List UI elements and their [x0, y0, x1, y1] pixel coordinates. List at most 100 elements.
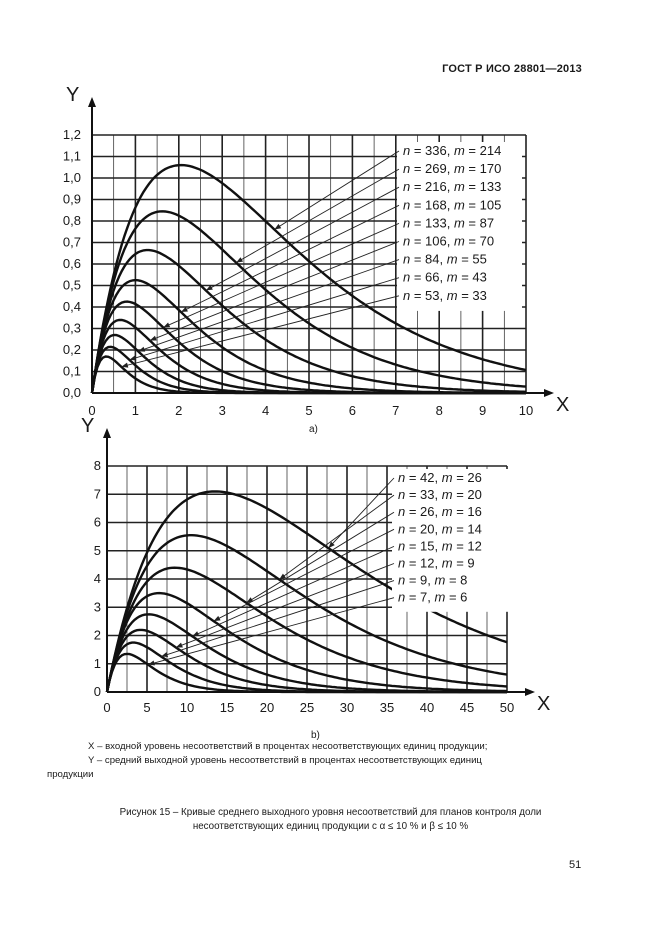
x-tick-label: 5: [143, 700, 150, 715]
leader-arrowhead: [129, 355, 137, 361]
leader-line: [192, 545, 395, 637]
series-label: n = 84, m = 55: [403, 252, 487, 267]
legend-backdrop: [397, 142, 522, 311]
series-label: n = 66, m = 43: [403, 270, 487, 285]
y-tick-label: 6: [94, 515, 101, 530]
figure-caption-line-2: несоответствующих единиц продукции с α ≤…: [192, 821, 469, 832]
leader-arrowhead: [205, 285, 213, 291]
leader-line: [180, 204, 400, 313]
x-tick-label: 35: [380, 700, 394, 715]
leader-line: [205, 186, 400, 291]
figure-caption: Рисунок 15 – Кривые среднего выходного у…: [40, 806, 621, 834]
y-tick-label: 0,3: [63, 321, 81, 336]
series-line: [105, 591, 508, 693]
x-tick-label: 30: [340, 700, 354, 715]
series-label: n = 20, m = 14: [398, 521, 482, 536]
x-tick-label: 5: [305, 403, 312, 418]
leader-line: [121, 295, 400, 368]
y-tick-label: 1,0: [63, 170, 81, 185]
leader-line: [147, 597, 395, 666]
y-axis-title: Y: [66, 84, 79, 106]
leader-arrowhead: [236, 257, 244, 263]
leader-arrowhead: [274, 223, 282, 230]
y-tick-label: 0,7: [63, 235, 81, 250]
y-axis-arrow: [88, 97, 96, 107]
series-line: [90, 210, 527, 394]
y-axis-title: Y: [81, 415, 94, 437]
leader-line: [138, 259, 400, 352]
x-tick-label: 0: [88, 403, 95, 418]
leader-arrowhead: [175, 642, 183, 648]
y-tick-label: 2: [94, 628, 101, 643]
x-tick-label: 45: [460, 700, 474, 715]
y-tick-label: 1,2: [63, 127, 81, 142]
x-tick-label: 8: [436, 403, 443, 418]
x-axis-arrow: [525, 688, 535, 696]
x-tick-label: 10: [519, 403, 533, 418]
series-label: n = 133, m = 87: [403, 215, 494, 230]
y-tick-label: 0,9: [63, 192, 81, 207]
x-tick-label: 4: [262, 403, 269, 418]
x-tick-label: 9: [479, 403, 486, 418]
leader-arrowhead: [149, 335, 157, 341]
figure-caption-line-1: Рисунок 15 – Кривые среднего выходного у…: [119, 807, 542, 818]
x-tick-label: 50: [500, 700, 514, 715]
note-x-axis: X – входной уровень несоответствий в про…: [88, 741, 488, 752]
series-label: n = 53, m = 33: [403, 288, 487, 303]
x-tick-label: 10: [180, 700, 194, 715]
series-curves-a: [90, 163, 527, 395]
x-tick-label: 40: [420, 700, 434, 715]
y-tick-label: 0,8: [63, 213, 81, 228]
y-tick-label: 3: [94, 599, 101, 614]
y-tick-label: 7: [94, 486, 101, 501]
series-line: [90, 248, 527, 394]
leader-line: [274, 150, 400, 230]
leader-arrowhead: [161, 652, 169, 657]
leader-line: [328, 477, 395, 549]
x-tick-label: 15: [220, 700, 234, 715]
x-tick-label: 0: [103, 700, 110, 715]
subfigure-label-b: b): [311, 730, 320, 741]
series-label: n = 216, m = 133: [403, 179, 501, 194]
leader-arrowhead: [180, 306, 188, 313]
legend-backdrop: [392, 469, 517, 612]
y-axis-arrow: [103, 428, 111, 438]
document-standard-header: ГОСТ Р ИСО 28801—2013: [442, 63, 582, 75]
series-label: n = 42, m = 26: [398, 470, 482, 485]
series-label: n = 12, m = 9: [398, 556, 475, 571]
x-tick-label: 2: [175, 403, 182, 418]
leader-arrowhead: [138, 346, 146, 352]
series-line: [90, 163, 527, 394]
legend-b: n = 42, m = 26 n = 33, m = 20 n = 26, m = …: [147, 470, 482, 666]
series-line: [105, 490, 508, 693]
leader-arrowhead: [213, 615, 221, 622]
leader-arrowhead: [279, 573, 286, 580]
series-label: n = 9, m = 8: [398, 573, 467, 588]
y-tick-label: 0,0: [63, 385, 81, 400]
x-tick-label: 20: [260, 700, 274, 715]
series-curves-b: [105, 490, 508, 694]
series-label: n = 26, m = 16: [398, 504, 482, 519]
x-axis-title: X: [537, 693, 550, 715]
series-label: n = 15, m = 12: [398, 538, 482, 553]
leader-line: [213, 528, 395, 622]
series-line: [105, 652, 507, 694]
chart-a: 0 1 2 3 4 5 6 7 8 9 10 0,0 0,1 0,2 0,3 0,4 0,5 0,6 0,7 0,8 0…: [63, 84, 569, 418]
series-label: n = 33, m = 20: [398, 487, 482, 502]
y-tick-label: 1,1: [63, 149, 81, 164]
y-tick-label: 0,1: [63, 364, 81, 379]
y-tick-label: 0: [94, 684, 101, 699]
leader-line: [129, 277, 400, 361]
leader-arrowhead: [148, 660, 155, 666]
leader-arrowhead: [328, 541, 335, 549]
page-number: 51: [569, 859, 582, 871]
subfigure-label-a: a): [309, 424, 318, 435]
y-tick-label: 1: [94, 656, 101, 671]
x-tick-label: 25: [300, 700, 314, 715]
y-tick-label: 4: [94, 571, 101, 586]
leader-line: [278, 494, 395, 580]
leader-line: [149, 241, 400, 341]
series-label: n = 7, m = 6: [398, 590, 467, 605]
series-line: [105, 534, 508, 693]
